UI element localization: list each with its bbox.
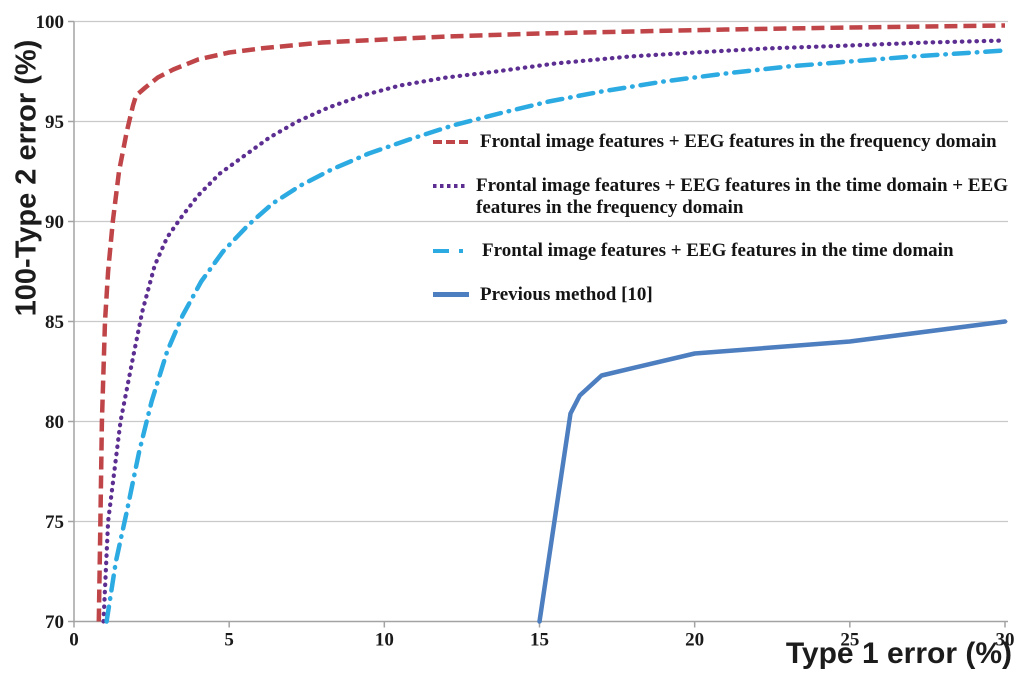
legend-item-time-plus-frequency-domain: Frontal image features + EEG features in… bbox=[433, 175, 1008, 220]
x-tick-label: 5 bbox=[224, 630, 234, 651]
legend-marker-solid-blue bbox=[433, 292, 469, 297]
legend-marker-dashdot-cyan bbox=[433, 249, 471, 253]
x-tick-label: 10 bbox=[375, 630, 394, 651]
legend-item-frequency-domain: Frontal image features + EEG features in… bbox=[433, 131, 997, 153]
x-tick-label: 0 bbox=[69, 630, 79, 651]
y-tick-label: 95 bbox=[45, 112, 64, 133]
legend-label: Frontal image features + EEG features in… bbox=[476, 175, 1008, 219]
x-axis-title: Type 1 error (%) bbox=[785, 637, 1012, 670]
series-curve-0 bbox=[96, 23, 1006, 622]
legend-marker-dashed-red bbox=[433, 140, 469, 144]
y-tick-label: 90 bbox=[45, 212, 64, 233]
y-tick-label: 70 bbox=[45, 612, 64, 633]
y-tick-label: 75 bbox=[45, 512, 64, 533]
x-tick-label: 25 bbox=[840, 630, 859, 651]
legend-item-time-domain: Frontal image features + EEG features in… bbox=[433, 240, 954, 262]
series-curve-3 bbox=[537, 319, 1008, 624]
y-axis-title: 100-Type 2 error (%) bbox=[10, 39, 43, 317]
x-tick-label: 20 bbox=[685, 630, 704, 651]
legend-item-previous-method: Previous method [10] bbox=[433, 284, 653, 306]
y-tick-label: 100 bbox=[36, 12, 65, 33]
y-tick-label: 80 bbox=[45, 412, 64, 433]
x-tick-label: 15 bbox=[530, 630, 549, 651]
legend-label: Previous method [10] bbox=[480, 284, 653, 305]
legend-marker-dotted-purple bbox=[433, 184, 465, 188]
series-curve-2 bbox=[104, 48, 1008, 624]
series-curve-1 bbox=[101, 38, 1008, 624]
x-tick-label: 30 bbox=[996, 630, 1015, 651]
legend-label: Frontal image features + EEG features in… bbox=[480, 131, 997, 152]
y-tick-label: 85 bbox=[45, 312, 64, 333]
legend-label: Frontal image features + EEG features in… bbox=[482, 240, 954, 261]
